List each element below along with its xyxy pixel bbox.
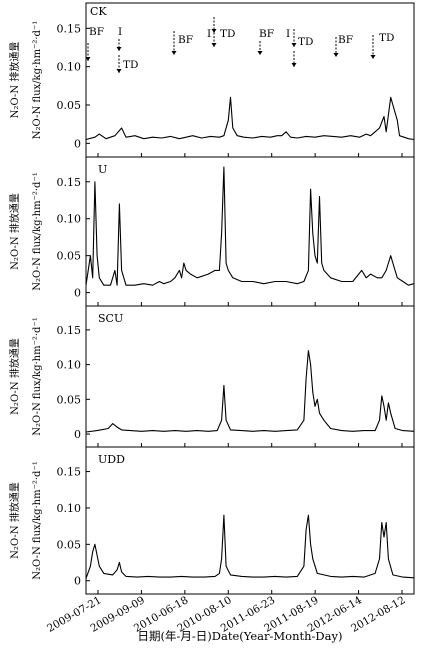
event-annotation-label: I (207, 28, 211, 40)
series-line (85, 166, 415, 286)
y-tick-label: 0.15 (57, 466, 82, 479)
event-annotation-label: TD (298, 36, 313, 48)
series-line (85, 96, 415, 141)
event-arrowhead (211, 43, 217, 47)
event-arrowhead (116, 47, 122, 51)
y-axis-label-cn: N₂O-N 排放通量 (8, 338, 21, 415)
plot-frame (85, 156, 415, 307)
panel-label: UDD (98, 453, 125, 466)
event-annotation-label: BF (178, 34, 193, 46)
event-arrowhead (333, 53, 339, 57)
panels-group: 0 0.05 0.10 0.15 CK N₂O-N 排放通量 N₂O-N flux/kg·h… (8, 2, 415, 595)
y-tick-label: 0.10 (57, 502, 82, 515)
panel-u: 0 0.05 0.10 0.15 U N₂O-N 排放通量 N₂O-N flux/kg·hm… (8, 156, 415, 307)
y-tick-label: 0.05 (57, 99, 82, 112)
plot-frame (85, 305, 415, 448)
plot-frame (85, 446, 415, 595)
y-tick-label: 0.15 (57, 22, 82, 35)
series-line (85, 514, 415, 579)
event-arrowhead (116, 69, 122, 73)
event-arrowhead (211, 29, 217, 33)
x-axis-title: 日期(年-月-日)Date(Year-Month-Day) (138, 629, 343, 643)
event-annotation-label: BF (338, 34, 353, 46)
event-arrowhead (257, 51, 263, 55)
panel-label: SCU (98, 312, 123, 325)
y-tick-label: 0.10 (57, 359, 82, 372)
event-arrowhead (85, 57, 91, 61)
y-axis-label-en: N₂O-N flux/kg·hm⁻²·d⁻¹ (32, 21, 43, 139)
y-tick-label: 0.05 (57, 250, 82, 263)
y-axis-label-cn: N₂O-N 排放通量 (8, 482, 21, 559)
y-tick-label: 0.15 (57, 324, 82, 337)
y-axis-label-en: N₂O-N flux/kg·hm⁻²·d⁻¹ (32, 461, 43, 579)
event-arrowhead (171, 51, 177, 55)
y-tick-label: 0 (74, 575, 81, 588)
y-tick-label: 0.10 (57, 213, 82, 226)
panel-scu: 0 0.05 0.10 0.15 SCU N₂O-N 排放通量 N₂O-N flux/kg·… (8, 305, 415, 448)
event-annotation-label: I (286, 28, 290, 40)
event-arrowhead (291, 43, 297, 47)
panel-udd: 0 0.05 0.10 0.15 UDD N₂O-N 排放通量 N₂O-N flux/kg·… (8, 446, 415, 595)
series-line (85, 350, 415, 433)
event-annotation-label: TD (220, 28, 235, 40)
panel-ck: 0 0.05 0.10 0.15 CK N₂O-N 排放通量 N₂O-N flux/kg·h… (8, 2, 415, 158)
y-axis-label-en: N₂O-N flux/kg·hm⁻²·d⁻¹ (32, 172, 43, 290)
event-annotation-label: TD (379, 32, 394, 44)
y-tick-label: 0.15 (57, 176, 82, 189)
plot-frame (85, 2, 415, 158)
event-annotation-label: TD (123, 59, 138, 71)
panel-label: CK (90, 5, 107, 18)
y-axis-label-en: N₂O-N flux/kg·hm⁻²·d⁻¹ (32, 317, 43, 435)
panel-label: U (98, 163, 107, 176)
event-arrowhead (291, 63, 297, 67)
y-tick-label: 0 (74, 428, 81, 441)
event-annotation-label: I (118, 26, 122, 38)
y-tick-label: 0 (74, 137, 81, 150)
y-axis-label-cn: N₂O-N 排放通量 (8, 193, 21, 270)
event-annotation-label: BF (89, 26, 104, 38)
event-annotation-label: BF (259, 28, 274, 40)
y-tick-label: 0.10 (57, 61, 82, 74)
y-tick-label: 0.05 (57, 393, 82, 406)
y-tick-label: 0 (74, 287, 81, 300)
y-axis-label-cn: N₂O-N 排放通量 (8, 42, 21, 119)
y-tick-label: 0.05 (57, 538, 82, 551)
event-arrowhead (370, 55, 376, 59)
